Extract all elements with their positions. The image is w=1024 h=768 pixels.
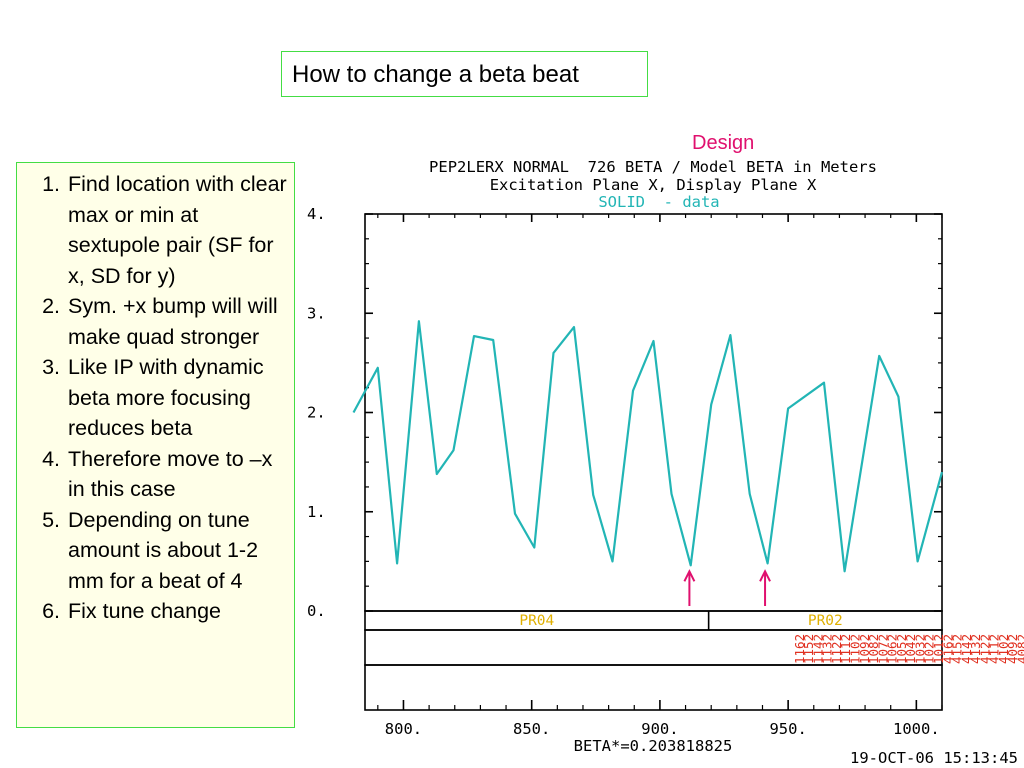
beta-star-label: BETA*=0.203818825 [574,737,733,755]
step-item: Depending on tune amount is about 1-2 mm… [66,505,294,597]
x-tick-label: 900. [641,720,678,738]
element-label: 1072 [876,634,891,664]
element-label: 1022 [922,634,937,664]
x-axis-ticks: 800. 850. 900. 950. 1000. [377,214,943,738]
step-item: Like IP with dynamic beta more focusing … [66,352,294,444]
element-label: 1162 [792,634,807,664]
element-label: 4082 [1015,634,1024,664]
markers [683,569,771,606]
sections: PR04 PR02 [519,611,843,630]
x-tick-label: 1000. [893,720,940,738]
element-label: 4112 [987,634,1002,664]
element-label: 4122 [978,634,993,664]
element-label: 1052 [894,634,909,664]
section-label: PR02 [808,613,843,629]
element-label: 1042 [903,634,918,664]
minimum-arrow [683,569,696,606]
step-item: Sym. +x bump will will make quad stronge… [66,291,294,352]
step-item: Therefore move to –x in this case [66,444,294,505]
element-label: 1082 [866,634,881,664]
steps-box: Find location with clear max or min at s… [16,162,295,728]
element-label: 1132 [820,634,835,664]
element-label: 1102 [848,634,863,664]
minimum-arrow [759,569,771,606]
y-tick-label: 4. [307,205,326,223]
y-tick-label: 1. [307,503,326,521]
steps-list: Find location with clear max or min at s… [17,163,294,627]
element-label: 1112 [838,634,853,664]
y-tick-label: 3. [307,304,326,322]
x-tick-label: 800. [385,720,422,738]
step-item: Fix tune change [66,596,294,627]
section-label: PR04 [519,613,554,629]
element-label: 1012 [931,634,946,664]
arrow-head [683,569,696,582]
element-label: 4152 [950,634,965,664]
element-labels: 1162115211421132112211121102109210821072… [792,634,1024,664]
chart-legend: SOLID - data [598,193,719,211]
element-label: 4162 [941,634,956,664]
element-label: 1062 [885,634,900,664]
y-tick-label: 0. [307,602,326,620]
element-label: 1152 [801,634,816,664]
chart-subtitle: Excitation Plane X, Display Plane X [490,176,817,194]
element-label: 4132 [968,634,983,664]
element-label: 1032 [913,634,928,664]
plot-frame [364,213,943,612]
design-label: Design [692,132,755,154]
y-tick-label: 2. [307,404,326,422]
element-label: 4092 [1005,634,1020,664]
element-label: 1142 [811,634,826,664]
timestamp: 19-OCT-06 15:13:45 [850,749,1018,767]
section-band [364,610,943,631]
element-label: 1122 [829,634,844,664]
element-label: 1092 [857,634,872,664]
arrow-head [759,569,771,582]
lower-band [364,664,943,711]
x-tick-label: 950. [769,720,806,738]
element-label: 4102 [996,634,1011,664]
step-item: Find location with clear max or min at s… [66,169,294,291]
chart-title: PEP2LERX NORMAL 726 BETA / Model BETA in… [429,158,877,176]
series-line [352,320,944,573]
element-label: 4142 [959,634,974,664]
x-tick-label: 850. [513,720,550,738]
slide-title: How to change a beta beat [281,51,648,97]
